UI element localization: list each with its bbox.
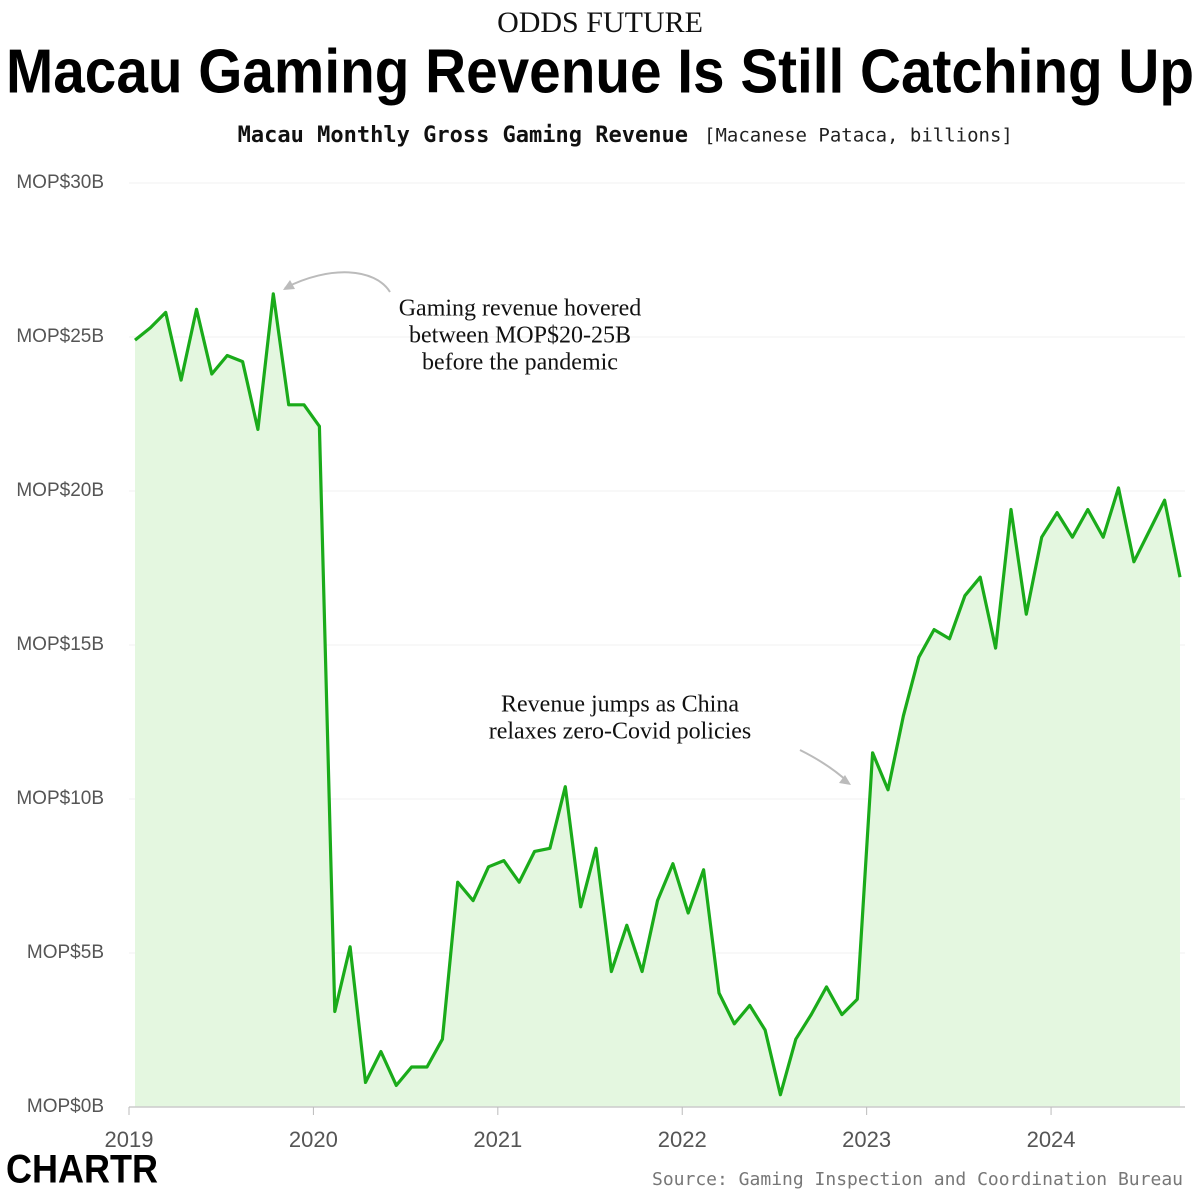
annotation-arrowhead — [283, 280, 295, 290]
line — [134, 292, 1182, 1097]
x-tick-label: 2022 — [658, 1127, 707, 1152]
y-tick-label: MOP$30B — [16, 172, 104, 193]
y-tick-label: MOP$20B — [16, 480, 104, 501]
chart-title: Macau Gaming Revenue Is Still Catching U… — [6, 37, 1194, 106]
annotation-arrow — [799, 749, 849, 783]
source: Source: Gaming Inspection and Coordinati… — [652, 1169, 1183, 1190]
y-tick-label: MOP$15B — [16, 634, 104, 655]
x-tick-label: 2023 — [842, 1127, 891, 1152]
chart-subtitle: Macau Monthly Gross Gaming Revenue — [238, 123, 688, 148]
annotation: between MOP$20-25B — [409, 323, 631, 349]
annotation: relaxes zero-Covid policies — [489, 719, 752, 745]
y-tick-label: MOP$10B — [16, 788, 104, 809]
annotation: before the pandemic — [422, 350, 618, 376]
kicker: ODDS FUTURE — [497, 6, 703, 39]
subtitle-unit: [Macanese Pataca, billions] — [704, 125, 1013, 147]
annotation-arrowhead — [839, 775, 851, 785]
y-tick-label: MOP$0B — [27, 1096, 104, 1117]
logo: CHARTR — [6, 1148, 158, 1192]
x-tick-label: 2020 — [289, 1127, 338, 1152]
x-tick-label: 2019 — [105, 1127, 154, 1152]
annotation: Gaming revenue hovered — [399, 296, 642, 322]
area — [135, 293, 1180, 1107]
x-tick-label: 2021 — [473, 1127, 522, 1152]
x-tick-label: 2024 — [1027, 1127, 1076, 1152]
y-tick-label: MOP$25B — [16, 326, 104, 347]
y-tick-label: MOP$5B — [27, 942, 104, 963]
annotation-arrow — [284, 271, 391, 293]
annotation: Revenue jumps as China — [501, 692, 739, 718]
